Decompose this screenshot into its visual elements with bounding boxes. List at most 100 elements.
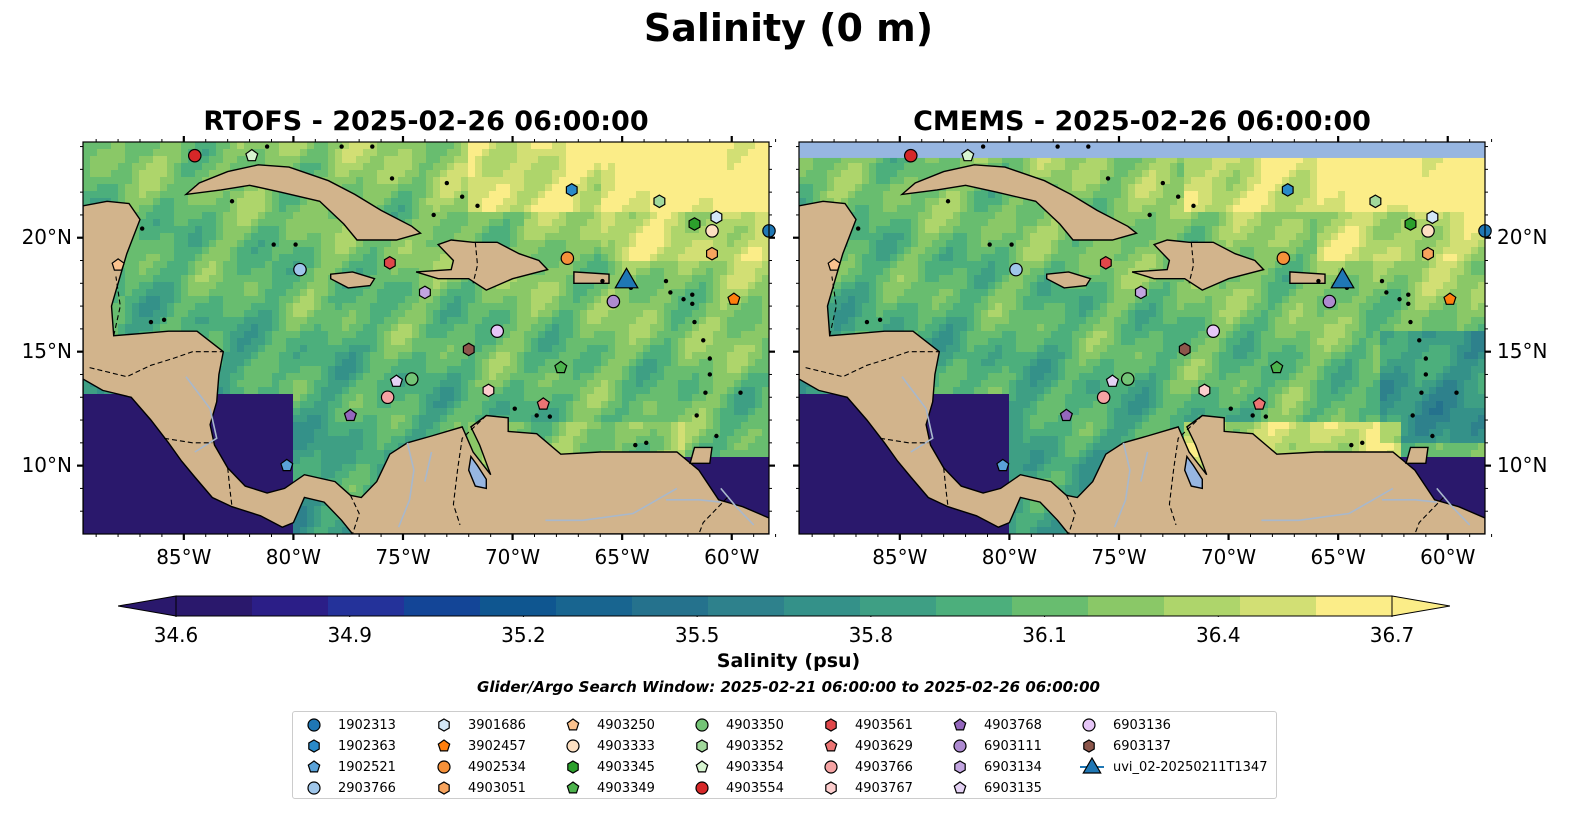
float-marker-6903111 — [1322, 294, 1337, 309]
land-puertorico — [573, 271, 610, 285]
axis-ticks — [77, 136, 777, 540]
lon-tick-label: 80°W — [265, 545, 322, 569]
float-marker-6903134 — [418, 285, 431, 300]
colorbar-segment — [1316, 596, 1393, 616]
legend-glider-symbol — [1082, 757, 1102, 774]
legend-label: 4903349 — [597, 780, 655, 796]
colorbar-tick-label: 36.1 — [1022, 623, 1067, 647]
legend-symbol — [307, 718, 321, 732]
legend-symbol — [824, 739, 838, 752]
lon-tick-label: 60°W — [1420, 545, 1476, 569]
salinity-field — [799, 142, 1485, 534]
legend-item-4903345: 4903345 — [564, 757, 655, 777]
float-marker-6903134 — [1134, 285, 1147, 300]
legend-item-uvi_02-20250211T1347: uvi_02-20250211T1347 — [1080, 757, 1267, 777]
land-hispaniola — [1131, 239, 1265, 291]
float-marker-4903250 — [827, 258, 841, 271]
float-marker-4903768 — [343, 408, 358, 422]
colorbar-tick-label: 35.8 — [848, 623, 894, 647]
colorbar-tick-label: 36.7 — [1369, 623, 1415, 647]
colorbar-label: Salinity (psu) — [716, 650, 861, 672]
legend-item-2903766: 2903766 — [305, 778, 396, 798]
legend: 1902313 1902363 1902521 2903766 3901686 39024… — [292, 711, 1277, 799]
legend-item-6903135: 6903135 — [951, 778, 1042, 798]
float-marker-4903350 — [404, 372, 419, 386]
float-marker-4903354 — [245, 148, 259, 162]
hexagon-marker-icon — [308, 739, 320, 753]
legend-symbol — [1083, 739, 1095, 753]
float-marker-4903354 — [961, 148, 975, 162]
lat-tick-label: 20°N — [1497, 224, 1548, 249]
hexagon-marker-icon — [1083, 739, 1095, 753]
float-marker-6903136 — [490, 324, 505, 338]
float-marker-4903250 — [111, 258, 125, 271]
legend-label: 4903768 — [984, 717, 1042, 733]
float-marker-1902363 — [1281, 183, 1294, 197]
legend-item-1902521: 1902521 — [305, 757, 396, 777]
colorbar-segment — [328, 596, 405, 616]
float-marker-1902363 — [565, 183, 578, 197]
hexagon-marker-icon — [696, 739, 708, 753]
land-cuba — [899, 164, 1139, 241]
legend-label: 4903629 — [855, 738, 913, 754]
legend-label: 3902457 — [468, 738, 526, 754]
legend-item-4903333: 4903333 — [564, 736, 655, 756]
pentagon-marker-icon — [695, 760, 709, 773]
legend-item-3902457: 3902457 — [435, 736, 526, 756]
pentagon-marker-icon — [307, 760, 321, 773]
float-marker-4903768 — [1059, 408, 1074, 422]
legend-item-4903766: 4903766 — [822, 757, 913, 777]
colorbar-segment — [404, 596, 481, 616]
legend-item-3901686: 3901686 — [435, 715, 526, 735]
colorbar-segment — [556, 596, 633, 616]
land-jamaica — [1045, 271, 1092, 289]
legend-symbol — [438, 781, 450, 795]
circle-marker-icon — [566, 739, 580, 753]
legend-item-4903768: 4903768 — [951, 715, 1042, 735]
triangle-marker-icon — [1080, 757, 1104, 774]
land-trinidad — [1405, 446, 1429, 464]
legend-symbol — [695, 760, 709, 773]
legend-symbol — [307, 760, 321, 773]
legend-symbol — [308, 739, 320, 753]
lat-tick-label: 10°N — [1497, 452, 1548, 477]
lon-tick-label: 75°W — [375, 545, 431, 569]
pentagon-marker-icon — [566, 718, 580, 731]
legend-item-4903051: 4903051 — [435, 778, 526, 798]
circle-marker-icon — [695, 718, 709, 732]
legend-item-4903767: 4903767 — [822, 778, 913, 798]
land-jamaica — [329, 271, 376, 289]
float-marker-3902457 — [1443, 292, 1457, 305]
legend-label: 1902363 — [338, 738, 396, 754]
panel-title-cmems: CMEMS - 2025-02-26 06:00:00 — [913, 106, 1371, 137]
float-marker-4903554 — [187, 148, 202, 163]
float-markers — [827, 148, 1492, 472]
legend-item-1902363: 1902363 — [305, 736, 396, 756]
legend-symbol — [1082, 718, 1096, 732]
legend-item-4903352: 4903352 — [693, 736, 784, 756]
legend-label: 2903766 — [338, 780, 396, 796]
float-marker-6903137 — [1178, 342, 1191, 357]
legend-symbol — [953, 739, 967, 753]
legend-item-4903350: 4903350 — [693, 715, 784, 735]
float-marker-3901686 — [710, 210, 723, 225]
legend-item-4902534: 4902534 — [435, 757, 526, 777]
legend-item-1902313: 1902313 — [305, 715, 396, 735]
colorbar-tick-label: 34.6 — [153, 623, 199, 647]
float-marker-1902521 — [996, 458, 1010, 472]
lat-tick-label: 10°N — [21, 452, 72, 477]
float-marker-6903111 — [606, 294, 621, 309]
landmass — [83, 144, 769, 534]
float-marker-4903345 — [1404, 217, 1417, 231]
panel-title-rtofs: RTOFS - 2025-02-26 06:00:00 — [203, 106, 649, 137]
colorbar-segment — [632, 596, 709, 616]
map-frame — [798, 141, 1486, 535]
float-marker-4903333 — [705, 224, 719, 238]
legend-label: 4903350 — [726, 717, 784, 733]
legend-label: 6903134 — [984, 759, 1042, 775]
pentagon-marker-icon — [953, 718, 967, 731]
lon-tick-label: 70°W — [1200, 545, 1257, 569]
hexagon-marker-icon — [438, 718, 450, 732]
lon-tick-label: 75°W — [1091, 545, 1147, 569]
glider-marker — [1330, 267, 1355, 289]
